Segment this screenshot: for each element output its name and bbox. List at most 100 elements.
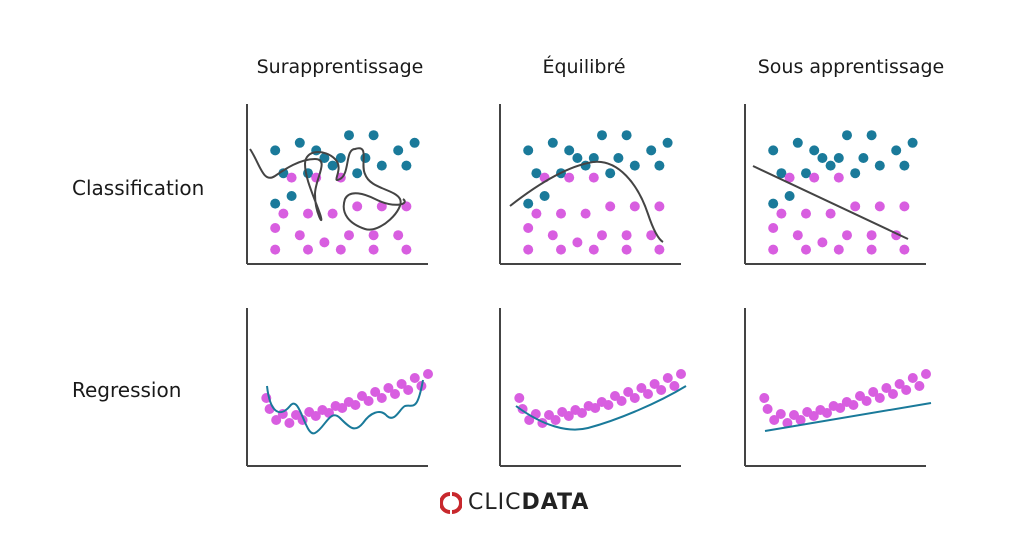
pink-point xyxy=(792,230,803,241)
pink-point xyxy=(368,230,379,241)
regression-overfit-panel xyxy=(246,308,433,467)
blue-point xyxy=(891,145,902,156)
pink-point xyxy=(868,387,879,397)
pink-point xyxy=(278,208,289,219)
blue-point xyxy=(809,145,820,156)
axes xyxy=(246,308,428,467)
pink-point xyxy=(556,208,566,219)
blue-point xyxy=(817,153,828,163)
regression-line xyxy=(764,402,932,432)
blue-point xyxy=(842,130,852,141)
pink-point xyxy=(621,230,632,241)
pink-point xyxy=(403,385,414,395)
pink-point xyxy=(861,396,872,406)
axes xyxy=(499,308,681,467)
axes xyxy=(744,104,926,265)
pink-point xyxy=(376,393,387,403)
pink-point xyxy=(603,400,614,410)
blue-point xyxy=(539,191,550,201)
blue-point xyxy=(327,160,338,171)
pink-point xyxy=(643,389,653,399)
blue-point xyxy=(801,168,811,179)
blue-point xyxy=(531,168,542,179)
pink-point xyxy=(833,172,844,183)
pink-point xyxy=(597,230,607,241)
pink-point xyxy=(801,208,811,219)
pink-point xyxy=(286,172,297,183)
pink-point xyxy=(769,415,780,425)
classification-balanced-panel xyxy=(499,104,681,265)
pink-point xyxy=(656,385,667,395)
blue-point xyxy=(768,198,779,209)
pink-point xyxy=(319,237,330,248)
pink-point xyxy=(605,201,616,212)
blue-point xyxy=(605,168,616,179)
pink-point xyxy=(669,381,680,391)
pink-point xyxy=(881,383,892,393)
blue-point xyxy=(368,130,379,141)
pink-point xyxy=(646,230,657,241)
data-points xyxy=(514,369,686,428)
pink-point xyxy=(914,381,925,391)
pink-point xyxy=(284,418,295,428)
data-points xyxy=(270,130,420,255)
clicdata-logo-icon xyxy=(440,491,462,514)
blue-point xyxy=(646,145,657,156)
pink-point xyxy=(629,201,640,212)
logo-text-data: DATA xyxy=(521,490,590,515)
column-title-underfitting: Sous apprentissage xyxy=(757,56,945,78)
blue-point xyxy=(523,145,534,156)
pink-point xyxy=(623,387,634,397)
blue-point xyxy=(564,145,575,156)
axes xyxy=(744,308,926,467)
logo-text-clic: CLIC xyxy=(468,490,522,515)
pink-point xyxy=(368,244,379,255)
pink-point xyxy=(352,201,363,212)
pink-point xyxy=(835,403,846,413)
pink-point xyxy=(564,172,575,183)
pink-point xyxy=(270,244,281,255)
blue-point xyxy=(393,145,404,156)
pink-point xyxy=(390,389,400,399)
blue-point xyxy=(899,160,910,171)
blue-point xyxy=(409,137,420,148)
pink-point xyxy=(310,411,321,421)
blue-point xyxy=(311,145,322,156)
blue-point xyxy=(588,153,599,163)
pink-point xyxy=(784,172,795,183)
pink-point xyxy=(899,244,910,255)
pink-point xyxy=(894,379,905,389)
blue-point xyxy=(547,137,558,148)
blue-point xyxy=(874,160,885,171)
blue-point xyxy=(294,137,305,148)
axes xyxy=(499,104,681,265)
pink-point xyxy=(833,244,844,255)
blue-point xyxy=(352,168,363,179)
pink-point xyxy=(768,223,779,233)
pink-point xyxy=(921,369,931,379)
pink-point xyxy=(874,201,885,212)
pink-point xyxy=(801,244,811,255)
blue-point xyxy=(270,198,281,209)
pink-point xyxy=(850,201,861,212)
pink-point xyxy=(888,389,898,399)
regression-curve xyxy=(515,385,687,431)
blue-point xyxy=(572,153,583,163)
pink-point xyxy=(907,373,918,383)
pink-point xyxy=(577,408,587,418)
pink-point xyxy=(866,244,877,255)
pink-point xyxy=(337,403,348,413)
pink-point xyxy=(776,208,787,219)
pink-point xyxy=(808,411,819,421)
pink-point xyxy=(531,208,542,219)
pink-point xyxy=(423,369,433,379)
pink-point xyxy=(616,396,627,406)
pink-point xyxy=(350,400,361,410)
pink-point xyxy=(676,369,686,379)
decision-boundary-curve xyxy=(509,160,664,243)
blue-point xyxy=(613,153,624,163)
blue-point xyxy=(662,137,673,148)
pink-point xyxy=(303,208,313,219)
regression-balanced-panel xyxy=(499,308,687,467)
pink-point xyxy=(363,396,374,406)
